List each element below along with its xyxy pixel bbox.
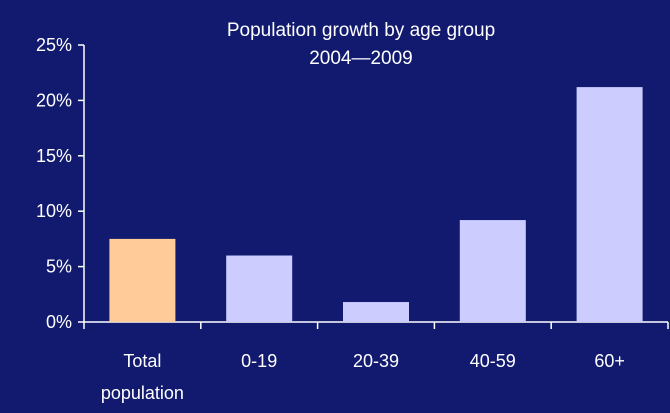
y-tick-label: 0% <box>46 312 72 332</box>
bar-20-39 <box>343 302 409 322</box>
y-tick-label: 20% <box>36 90 72 110</box>
bar-0-19 <box>226 255 293 322</box>
bars-group <box>109 87 643 322</box>
x-tick-label: 60+ <box>594 351 625 371</box>
bar-total-population <box>109 238 176 322</box>
bar-40-59 <box>459 220 526 322</box>
chart-subtitle: 2004—2009 <box>309 48 413 69</box>
x-tick-label: Total population <box>101 351 184 403</box>
bar-60- <box>576 87 643 322</box>
x-tick-label: 40-59 <box>470 351 516 371</box>
x-tick-label: 0-19 <box>241 351 277 371</box>
y-tick-label: 25% <box>36 35 72 55</box>
chart-title: Population growth by age group <box>227 20 495 41</box>
y-tick-label: 5% <box>46 257 72 277</box>
x-tick-label: 20-39 <box>353 351 399 371</box>
y-tick-label: 15% <box>36 146 72 166</box>
x-axis: Total population 0-19 20-39 40-59 60+ <box>83 321 669 403</box>
y-axis: 0% 5% 10% 15% 20% 25% <box>36 35 85 332</box>
y-tick-label: 10% <box>36 201 72 221</box>
